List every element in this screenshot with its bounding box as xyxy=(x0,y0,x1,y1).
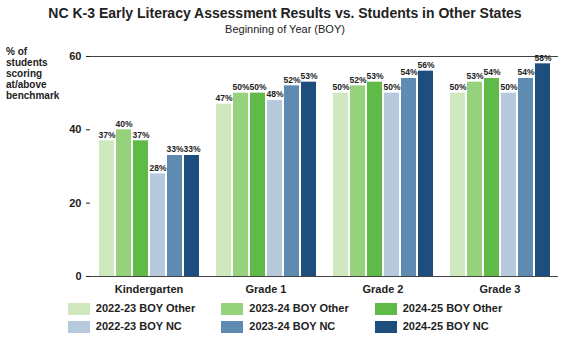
svg-text:60: 60 xyxy=(69,50,81,62)
svg-text:50%: 50% xyxy=(232,82,249,92)
html-text:2023-24 BOY Other: 2023-24 BOY Other xyxy=(249,302,349,314)
html-text:2024-25 BOY NC: 2024-25 BOY NC xyxy=(402,320,489,333)
svg-text:Grade 3: Grade 3 xyxy=(480,283,521,295)
svg-text:53%: 53% xyxy=(366,71,383,81)
svg-text:50%: 50% xyxy=(249,82,266,92)
svg-text:48%: 48% xyxy=(266,89,283,99)
svg-text:0: 0 xyxy=(75,270,81,282)
svg-text:54%: 54% xyxy=(483,67,500,77)
svg-text:20: 20 xyxy=(69,197,81,209)
svg-text:Grade 2: Grade 2 xyxy=(363,283,404,295)
svg-text:40%: 40% xyxy=(115,119,132,129)
svg-text:37%: 37% xyxy=(98,130,115,140)
svg-text:52%: 52% xyxy=(349,75,366,85)
svg-text:37%: 37% xyxy=(132,130,149,140)
svg-text:33%: 33% xyxy=(183,144,200,154)
svg-text:50%: 50% xyxy=(383,82,400,92)
html-text:NC K-3 Early Literacy Assessme: NC K-3 Early Literacy Assessment Results… xyxy=(48,5,522,21)
svg-text:40: 40 xyxy=(69,123,81,135)
html-text:2022-23 BOY NC: 2022-23 BOY NC xyxy=(95,320,182,333)
html-text:Beginning of Year (BOY): Beginning of Year (BOY) xyxy=(225,23,345,35)
html-text:2022-23 BOY Other: 2022-23 BOY Other xyxy=(95,302,196,314)
svg-text:56%: 56% xyxy=(417,60,434,70)
html-text:2023-24 BOY NC: 2023-24 BOY NC xyxy=(249,320,336,333)
svg-text:53%: 53% xyxy=(466,71,483,81)
svg-text:54%: 54% xyxy=(517,67,534,77)
svg-text:33%: 33% xyxy=(166,144,183,154)
svg-text:53%: 53% xyxy=(300,71,317,81)
svg-text:58%: 58% xyxy=(534,53,551,63)
svg-text:47%: 47% xyxy=(215,93,232,103)
html-text:2024-25 BOY Other: 2024-25 BOY Other xyxy=(402,302,503,314)
svg-text:54%: 54% xyxy=(400,67,417,77)
svg-text:28%: 28% xyxy=(149,163,166,173)
html-text:% of students scoring at/above: % of students scoring at/above benchmark xyxy=(6,46,60,101)
svg-text:50%: 50% xyxy=(500,82,517,92)
svg-text:Grade 1: Grade 1 xyxy=(246,283,287,295)
svg-text:50%: 50% xyxy=(332,82,349,92)
svg-text:50%: 50% xyxy=(449,82,466,92)
svg-text:52%: 52% xyxy=(283,75,300,85)
svg-text:Kindergarten: Kindergarten xyxy=(115,283,184,295)
